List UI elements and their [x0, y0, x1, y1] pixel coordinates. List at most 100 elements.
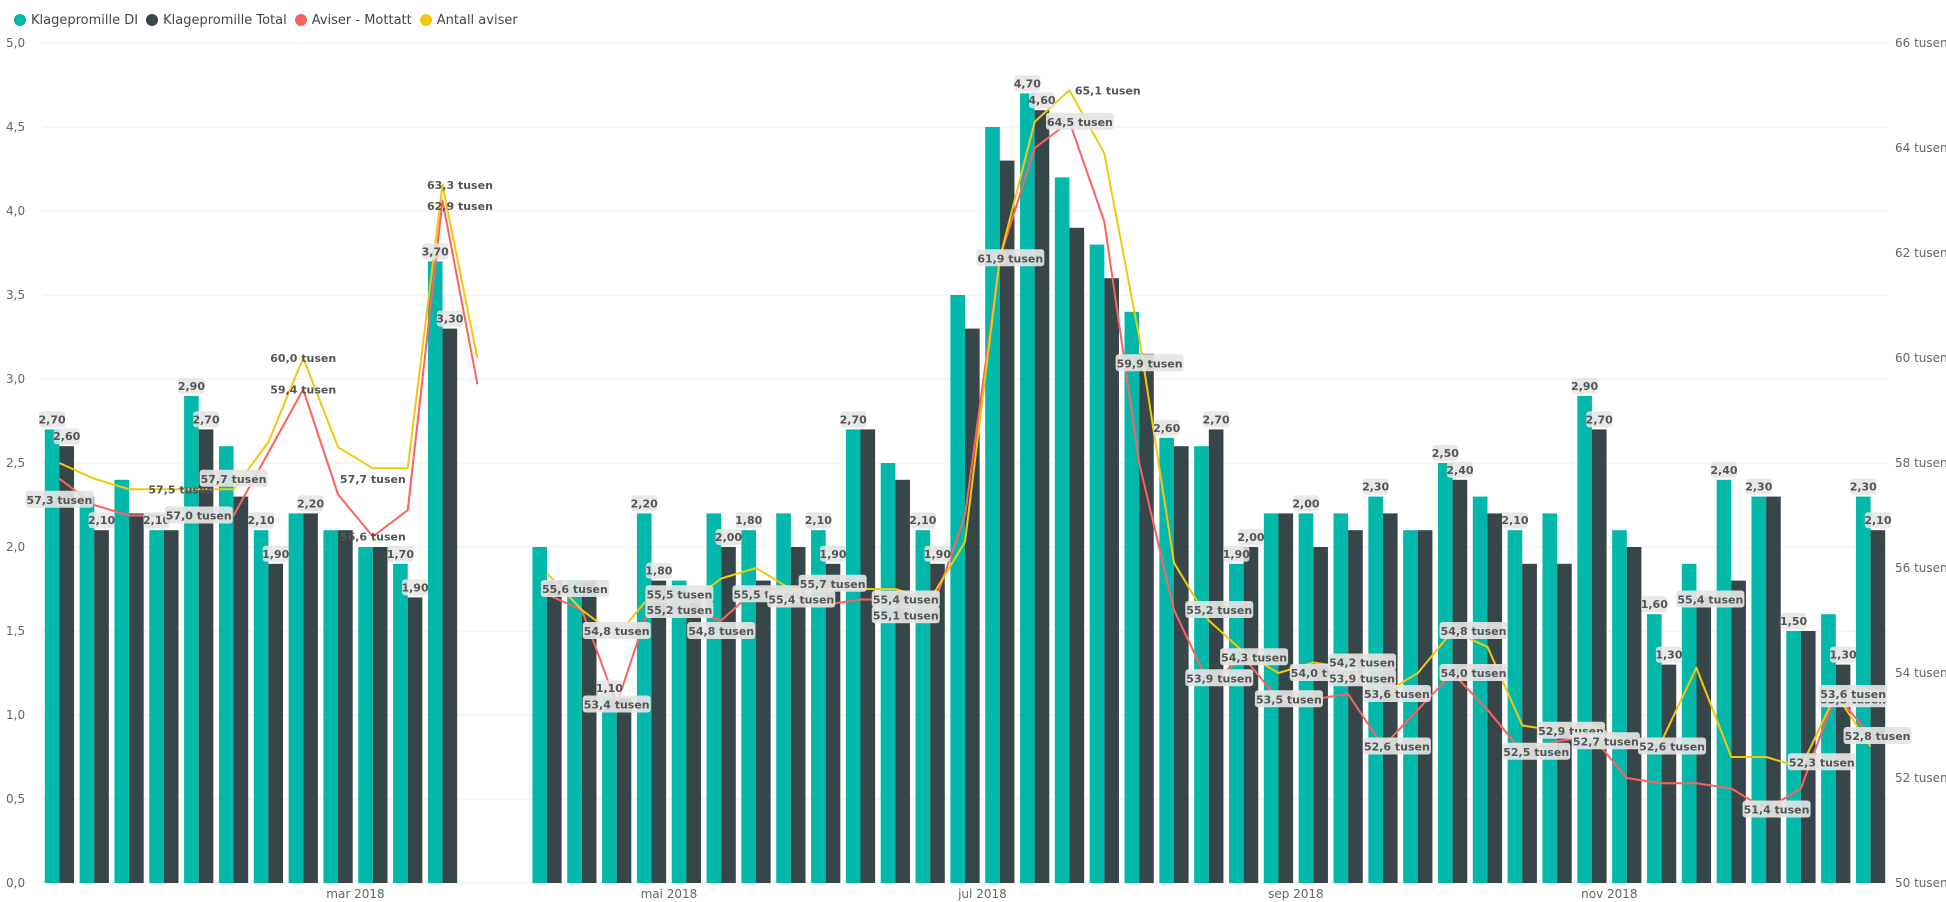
- bar-data-label: 2,90: [178, 377, 205, 394]
- bar-klagepromille-total: [999, 160, 1015, 884]
- data-label-box: [1446, 461, 1473, 478]
- bar-data-label: 2,00: [715, 529, 742, 545]
- bar-klagepromille-total: [1208, 429, 1224, 883]
- data-label-box: [687, 622, 756, 639]
- data-label-text: 3,30: [436, 313, 463, 326]
- line-data-label: 57,3 tusen: [25, 490, 94, 508]
- bar-klagepromille-di: [915, 530, 931, 883]
- data-label-box: [645, 601, 714, 618]
- data-label-text: 2,10: [909, 514, 936, 527]
- bar-klagepromille-di: [323, 530, 339, 883]
- x-axis-tick-label: mai 2018: [641, 887, 698, 901]
- data-label-box: [402, 579, 429, 596]
- bar-klagepromille-total: [233, 496, 249, 883]
- line-data-label: 52,5 tusen: [1502, 742, 1571, 760]
- data-label-text: 2,30: [1850, 481, 1877, 494]
- bar-klagepromille-di: [1821, 614, 1836, 883]
- line-data-label: 53,9 tusen: [1185, 669, 1254, 687]
- bar-klagepromille-total: [547, 580, 562, 883]
- data-label-box: [1710, 461, 1737, 478]
- bar-data-label: 1,80: [645, 562, 673, 579]
- data-label-text: 53,6 tusen: [1820, 688, 1886, 701]
- bar-data-label: 4,60: [1028, 92, 1056, 109]
- legend-label: Aviser - Mottatt: [311, 12, 412, 28]
- data-label-box: [840, 411, 867, 428]
- data-label-box: [387, 545, 414, 562]
- bar-data-label: 2,40: [1710, 461, 1738, 478]
- bar-data-label: 2,30: [1850, 478, 1877, 495]
- bar-data-label: 2,20: [297, 495, 324, 512]
- line-data-label: 57,5 tusen: [148, 483, 214, 496]
- data-label-box: [1153, 419, 1180, 436]
- data-label-box: [164, 506, 233, 524]
- data-label-box: [1745, 478, 1772, 495]
- data-label-box: [976, 249, 1045, 267]
- data-label-text: 2,60: [53, 430, 80, 443]
- bar-data-label: 1,50: [1780, 613, 1808, 629]
- bar-data-label: 2,50: [1432, 445, 1459, 461]
- line-data-label: 53,6 tusen: [1819, 685, 1888, 702]
- legend-item-aviser-mottatt[interactable]: Aviser - Mottatt: [294, 12, 412, 28]
- bar-klagepromille-di: [358, 547, 373, 883]
- data-label-text: 52,5 tusen: [1503, 746, 1569, 759]
- bar-data-label: 2,00: [1292, 495, 1320, 512]
- data-label-box: [1223, 545, 1250, 562]
- data-label-box: [715, 529, 742, 545]
- data-label-text: 54,3 tusen: [1221, 651, 1287, 664]
- bar-klagepromille-total: [651, 580, 667, 883]
- bar-klagepromille-total: [1069, 227, 1085, 884]
- line-data-label: 54,8 tusen: [687, 622, 756, 639]
- data-label-box: [1328, 653, 1397, 671]
- line-data-label: 55,1 tusen: [871, 606, 940, 624]
- y-axis-right-tick-label: 60 tusen: [1895, 351, 1946, 365]
- bar-klagepromille-di: [114, 479, 130, 883]
- bar-klagepromille-di: [1333, 513, 1349, 883]
- legend-item-klagepromille-di[interactable]: Klagepromille DI: [14, 13, 138, 28]
- data-label-box: [1185, 601, 1254, 618]
- data-label-box: [1655, 646, 1682, 663]
- data-label-text: 1,10: [596, 682, 623, 695]
- bar-klagepromille-di: [1124, 311, 1140, 883]
- bar-data-label: 2,30: [1362, 478, 1390, 495]
- data-label-text: 2,00: [1292, 497, 1319, 510]
- data-label-text: 53,4 tusen: [584, 699, 650, 712]
- data-label-text: 1,90: [262, 548, 289, 561]
- legend-item-antall-aviser[interactable]: Antall aviser: [419, 13, 518, 28]
- data-label-text: 52,6 tusen: [1364, 741, 1430, 754]
- data-label-text: 54,0 tusen: [1441, 667, 1507, 680]
- bar-klagepromille-total: [1034, 110, 1050, 883]
- bar-klagepromille-di: [1681, 563, 1697, 883]
- bar-klagepromille-di: [1054, 177, 1070, 883]
- data-label-box: [193, 411, 220, 428]
- data-label-text: 2,20: [631, 497, 658, 510]
- data-label-box: [1586, 411, 1613, 428]
- bar-klagepromille-di: [706, 513, 722, 883]
- data-label-text: 2,10: [88, 514, 115, 527]
- data-label-box: [178, 377, 205, 394]
- data-label-text: 57,3 tusen: [26, 494, 92, 507]
- bar-klagepromille-di: [845, 429, 861, 883]
- data-label-box: [262, 545, 289, 562]
- data-label-box: [1028, 92, 1055, 109]
- data-label-text: 1,30: [1655, 649, 1682, 662]
- data-label-box: [1203, 411, 1230, 428]
- data-label-text: 1,80: [735, 514, 762, 527]
- y-axis-right-tick-label: 62 tusen: [1895, 246, 1946, 260]
- bar-data-label: 4,70: [1014, 75, 1041, 92]
- bar-data-label: 1,90: [1223, 545, 1250, 562]
- data-label-box: [596, 680, 623, 697]
- bar-klagepromille-total: [268, 563, 284, 883]
- bar-klagepromille-total: [1313, 547, 1328, 883]
- data-label-text: 55,4 tusen: [768, 594, 834, 607]
- data-label-box: [1864, 512, 1891, 529]
- line-data-label: 53,9 tusen: [1328, 669, 1397, 687]
- bar-klagepromille-total: [407, 597, 423, 883]
- bar-klagepromille-di: [288, 513, 304, 883]
- data-label-text: 64,5 tusen: [1047, 116, 1113, 129]
- bar-klagepromille-total: [581, 580, 597, 883]
- bar-klagepromille-di: [427, 261, 443, 883]
- data-label-box: [1850, 478, 1877, 495]
- bar-data-label: 1,80: [735, 512, 763, 529]
- legend-item-klagepromille-total[interactable]: Klagepromille Total: [146, 13, 287, 28]
- data-label-box: [39, 411, 66, 428]
